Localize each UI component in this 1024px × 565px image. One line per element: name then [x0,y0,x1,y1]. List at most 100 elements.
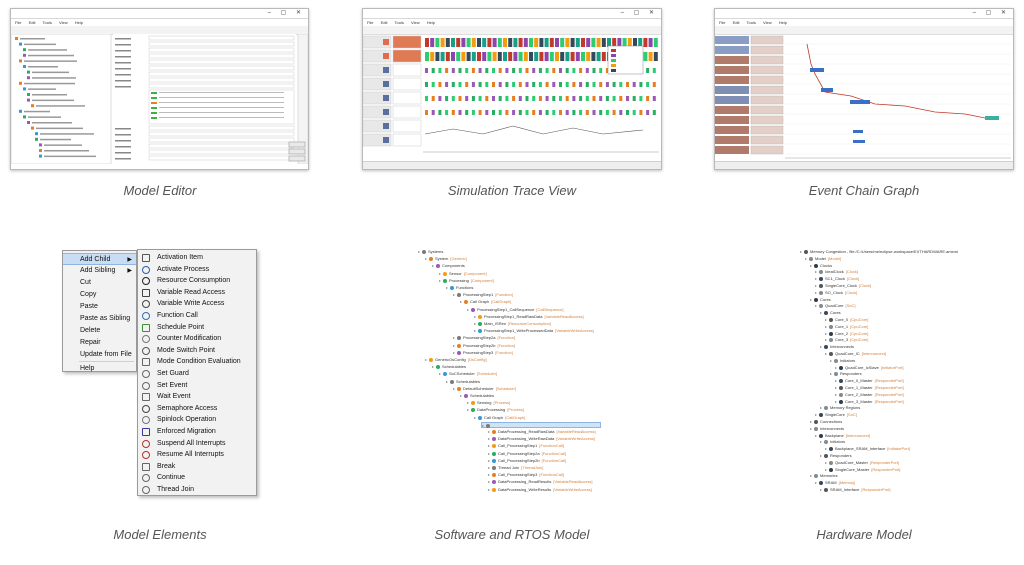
tree-node[interactable]: ▸ SingleCore [SoC] [815,412,857,418]
tree-node[interactable]: ▸ IdealClock [Clock] [815,269,858,275]
submenu-item[interactable]: Resume All Interrupts [138,449,256,461]
tree-node[interactable]: ▸ QuadCore [SoC] [815,303,856,309]
expand-toggle-icon[interactable]: ▸ [810,425,813,431]
expand-toggle-icon[interactable]: ▸ [453,335,456,341]
menu-tools[interactable]: Tools [394,20,404,25]
tree-node[interactable]: ▸ Call Graph [CallGraph] [460,299,511,305]
tree-node[interactable]: ▸ Initiators [820,439,847,445]
expand-toggle-icon[interactable]: ▸ [460,299,463,305]
expand-toggle-icon[interactable]: ▸ [453,349,456,355]
menu-help[interactable]: Help [426,20,435,25]
expand-toggle-icon[interactable]: ▸ [815,432,818,438]
expand-toggle-icon[interactable]: ▸ [467,306,470,312]
submenu-item[interactable]: Resource Consumption [138,275,256,287]
tree-node[interactable]: ▸ Initiators [830,358,857,364]
submenu-item[interactable]: Function Call [138,310,256,322]
expand-toggle-icon[interactable]: ▸ [488,472,491,478]
tree-node[interactable]: ▸ Core_1 [CpuCore] [825,324,868,330]
submenu-item[interactable]: Schedule Point [138,322,256,334]
expand-toggle-icon[interactable]: ▸ [825,330,828,336]
menu-file[interactable]: File [15,20,22,25]
expand-toggle-icon[interactable]: ▸ [825,323,828,329]
expand-toggle-icon[interactable]: ▸ [453,342,456,348]
expand-toggle-icon[interactable]: ▸ [815,283,818,288]
expand-toggle-icon[interactable]: ▸ [425,357,428,362]
tree-node[interactable]: ▸ Core_3_Master [ResponderPort] [835,399,904,405]
tree-node[interactable]: ▸ Sensing [Process] [467,400,510,406]
menu-view[interactable]: View [411,20,420,25]
expand-toggle-icon[interactable]: ▸ [810,262,813,268]
submenu-item[interactable]: Continue [138,472,256,484]
expand-toggle-icon[interactable]: ▸ [815,269,818,275]
context-menu-item[interactable]: Delete [63,325,136,337]
menu-edit[interactable]: Edit [732,20,740,25]
tree-node[interactable]: ▸ Core_0 [CpuCore] [825,317,868,323]
context-menu-item[interactable]: Cut [63,277,136,289]
expand-toggle-icon[interactable]: ▸ [439,270,442,276]
submenu-item[interactable]: Activate Process [138,264,256,276]
expand-toggle-icon[interactable]: ▸ [825,466,828,472]
expand-toggle-icon[interactable]: ▸ [820,344,823,350]
tree-node[interactable]: ▸ SC1_Clock [Clock] [815,276,859,282]
menu-view[interactable]: View [763,20,772,25]
expand-toggle-icon[interactable]: ▸ [835,385,838,390]
expand-toggle-icon[interactable]: ▸ [815,412,818,418]
expand-toggle-icon[interactable]: ▸ [820,310,823,316]
menu-edit[interactable]: Edit [380,20,388,25]
submenu-item[interactable]: Thread Join [138,484,256,496]
expand-toggle-icon[interactable]: ▸ [815,303,818,309]
tree-node[interactable]: ▸ QuadCore_IC [Interconnect] [825,351,886,357]
expand-toggle-icon[interactable]: ▸ [488,429,491,434]
expand-toggle-icon[interactable]: ▸ [835,391,838,397]
tree-node[interactable]: ▸ Schedulables [432,364,468,370]
menu-file[interactable]: File [719,20,726,25]
tree-node[interactable]: ▸ Backplane [Interconnect] [815,433,870,439]
expand-toggle-icon[interactable]: ▸ [488,436,491,442]
expand-toggle-icon[interactable]: ▸ [474,414,477,420]
tree-node[interactable]: ▸ QuadCore_Master [ResponderPort] [825,460,899,466]
tree-node[interactable]: ▸ Core_1_Master [ResponderPort] [835,385,904,391]
tree-node[interactable]: ▸ Systems [418,249,445,255]
submenu-item[interactable]: Set Guard [138,368,256,380]
submenu-item[interactable]: Variable Write Access [138,298,256,310]
expand-toggle-icon[interactable]: ▸ [815,480,818,486]
tree-node[interactable]: ▸ ProcessingStep2b [Function] [453,343,515,349]
tree-node[interactable]: ▸ Memory Regions [820,405,862,411]
tree-node[interactable]: ▸ DefaultScheduler [Scheduler] [453,386,516,392]
tree-node[interactable]: ▸ Model [Model] [805,256,841,262]
tree-node[interactable]: ▸ SO_Clock [Clock] [815,290,857,296]
tree-node[interactable]: ▸ Core_3 [CpuCore] [825,337,868,343]
expand-toggle-icon[interactable]: ▸ [820,439,823,445]
expand-toggle-icon[interactable]: ▸ [815,276,818,282]
expand-toggle-icon[interactable]: ▸ [467,407,470,413]
tree-node[interactable]: ▸ System [Generic] [425,256,467,262]
expand-toggle-icon[interactable]: ▸ [825,317,828,322]
expand-toggle-icon[interactable]: ▸ [820,405,823,411]
expand-toggle-icon[interactable]: ▸ [453,385,456,391]
expand-toggle-icon[interactable]: ▸ [439,371,442,377]
tree-node[interactable]: ▸ DataProcessing_WriteRawData [VariableWri… [488,436,595,442]
tree-node[interactable]: ▸ ProcessingStep1_WriteProcessedData [Vari… [474,328,594,334]
expand-toggle-icon[interactable]: ▸ [825,459,828,465]
context-menu-item[interactable]: Paste as Sibling [63,313,136,325]
tree-node[interactable]: ▸ DataProcessing [Process] [467,407,524,413]
submenu-item[interactable]: Wait Event [138,391,256,403]
expand-toggle-icon[interactable]: ▸ [810,419,813,424]
tree-node[interactable]: ▸ Core_2 [CpuCore] [825,331,868,337]
tree-node[interactable]: ▸ SingleCore_Clock [Clock] [815,283,871,289]
expand-toggle-icon[interactable]: ▸ [830,371,833,377]
tree-node[interactable]: ▸ Functions [446,285,475,291]
context-menu-item[interactable]: Add Child ▶ [63,253,136,265]
expand-toggle-icon[interactable]: ▸ [432,263,435,269]
tree-node[interactable]: ▸ ProcessingStep1 [Function] [453,292,513,298]
tree-node[interactable]: ▸ Responders [830,371,864,377]
tree-node[interactable]: ▸ Schedulables [446,379,482,385]
menu-tools[interactable]: Tools [746,20,756,25]
tree-node[interactable]: ▸ Interconnects [810,426,846,432]
tree-node[interactable]: ▸ SRAM_Interface [ResponderPort] [820,487,891,493]
submenu-item[interactable]: Semaphore Access [138,403,256,415]
expand-toggle-icon[interactable]: ▸ [488,479,491,485]
expand-toggle-icon[interactable]: ▸ [825,446,828,452]
expand-toggle-icon[interactable]: ▸ [825,351,828,356]
tree-node[interactable]: ▸ Call_ProcessingStep3 [FunctionCall] [488,472,564,478]
